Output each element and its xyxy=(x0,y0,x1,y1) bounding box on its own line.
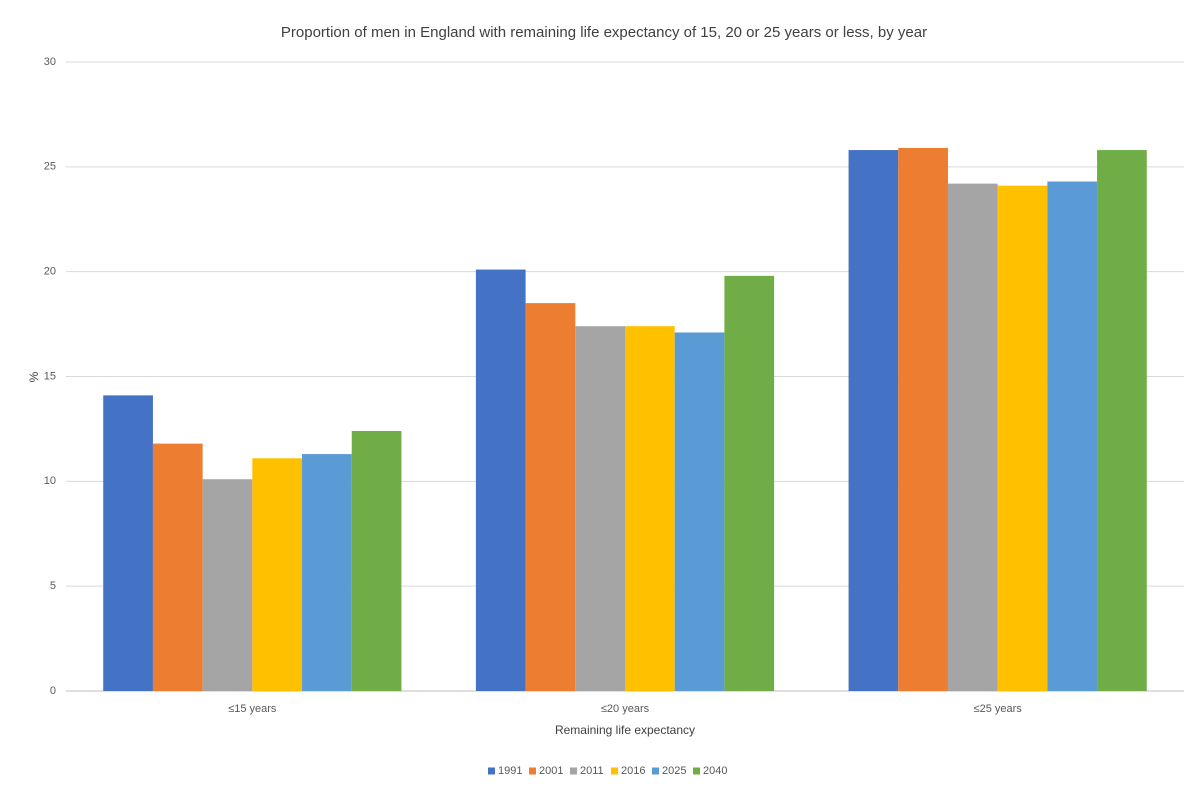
legend-swatch xyxy=(529,767,536,775)
bar xyxy=(724,275,775,691)
y-tick-label: 0 xyxy=(50,685,56,697)
bar xyxy=(351,431,402,691)
legend-swatch xyxy=(488,767,495,775)
legend-label: 2040 xyxy=(703,765,727,777)
bar xyxy=(898,147,948,692)
bar xyxy=(1047,181,1098,691)
x-tick-label: ≤25 years xyxy=(974,703,1023,715)
y-tick-label: 20 xyxy=(44,266,56,278)
y-tick-label: 10 xyxy=(44,475,56,487)
y-axis-title: % xyxy=(27,371,41,382)
x-axis-title: Remaining life expectancy xyxy=(555,723,695,737)
legend-label: 2016 xyxy=(621,765,645,777)
y-tick-label: 5 xyxy=(50,580,56,592)
x-tick-label: ≤15 years xyxy=(228,703,277,715)
y-tick-label: 15 xyxy=(44,370,56,382)
bar xyxy=(302,454,352,691)
bar xyxy=(1097,150,1147,691)
bar xyxy=(103,395,153,691)
legend-label: 2011 xyxy=(580,765,604,777)
legend-label: 1991 xyxy=(498,765,522,777)
legend-swatch xyxy=(693,767,700,775)
bar xyxy=(525,303,576,691)
x-tick-label: ≤20 years xyxy=(601,703,650,715)
bar xyxy=(848,150,899,691)
legend-swatch xyxy=(570,767,577,775)
legend-label: 2001 xyxy=(539,765,563,777)
y-tick-label: 25 xyxy=(44,161,56,173)
bar xyxy=(475,269,526,691)
bar xyxy=(997,185,1048,691)
legend-label: 2025 xyxy=(662,765,686,777)
bar xyxy=(947,183,998,691)
bar xyxy=(202,479,253,691)
bar xyxy=(625,326,675,691)
legend-swatch xyxy=(652,767,659,775)
y-tick-label: 30 xyxy=(44,56,56,68)
chart-title: Proportion of men in England with remain… xyxy=(281,24,927,41)
bar xyxy=(152,443,203,691)
bar xyxy=(674,332,725,691)
legend-swatch xyxy=(611,767,618,775)
bar xyxy=(252,458,303,691)
bar xyxy=(575,326,625,691)
